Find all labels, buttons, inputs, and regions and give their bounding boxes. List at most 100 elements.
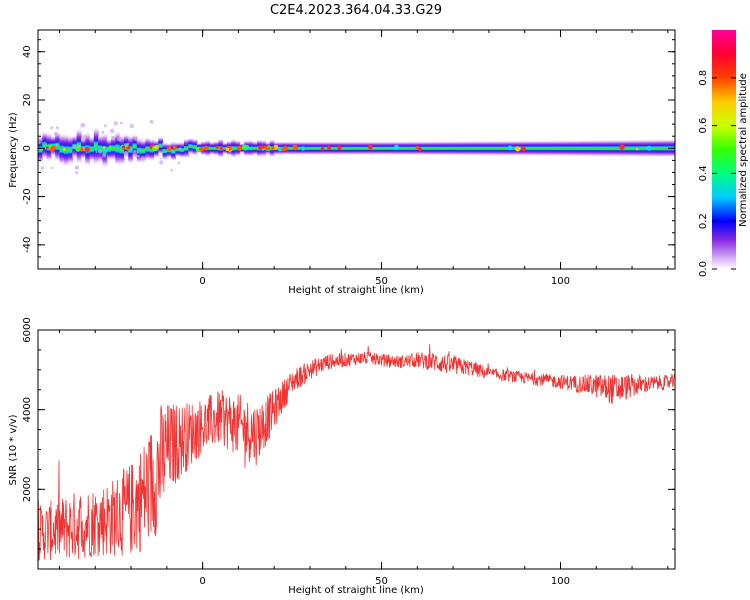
spectrogram-column xyxy=(613,139,619,158)
spectrogram-column xyxy=(540,139,546,157)
spectrogram-column xyxy=(390,140,396,156)
spectrogram-column xyxy=(596,139,602,158)
spectrogram-column xyxy=(252,140,258,156)
spectrogram-column xyxy=(433,140,438,156)
spectrogram-column xyxy=(561,139,567,157)
spectrogram-column xyxy=(454,140,460,157)
spectrogram-frame xyxy=(37,29,676,270)
spectrogram-outlier xyxy=(95,150,98,154)
spectrogram-peak xyxy=(154,145,159,150)
spectrogram-column xyxy=(441,140,447,156)
spectrogram-column xyxy=(334,141,340,156)
spectrogram-ytick-label: 0 xyxy=(22,145,33,151)
spectrogram-column xyxy=(531,140,537,157)
spectrogram-column xyxy=(467,140,473,157)
spectrogram-column xyxy=(553,139,559,157)
spectrogram-xtick-label: 0 xyxy=(199,276,205,287)
spectrogram-column xyxy=(664,138,670,158)
spectrogram-column xyxy=(643,138,649,158)
spectrogram-outlier xyxy=(50,166,54,170)
colorbar-tick-label: 0.6 xyxy=(698,118,709,134)
colorbar: 0.0 0.2 0.4 0.6 0.8 Normalized spectral ampl… xyxy=(698,30,749,277)
snr-xtick-label: 0 xyxy=(199,576,205,587)
spectrogram-column xyxy=(527,140,533,157)
spectrogram-column xyxy=(98,133,104,164)
spectrogram-outlier xyxy=(80,122,86,128)
spectrogram-column xyxy=(188,137,194,156)
spectrogram-column xyxy=(355,141,361,156)
spectrogram-peak xyxy=(166,146,172,151)
spectrogram-column xyxy=(248,139,254,158)
spectrogram-column xyxy=(158,135,164,156)
spectrogram-column xyxy=(287,141,292,156)
spectrogram-column xyxy=(312,141,318,156)
spectrogram-peak xyxy=(215,145,219,149)
spectrogram-column xyxy=(55,130,61,163)
spectrogram-peak xyxy=(203,145,209,151)
spectrogram-peak xyxy=(102,146,106,149)
spectrogram-column xyxy=(463,140,469,157)
spectrogram-ytick-label: 20 xyxy=(22,94,33,107)
spectrogram-peak xyxy=(271,146,275,150)
spectrogram-outlier xyxy=(55,143,58,146)
spectrogram-peak xyxy=(127,145,131,149)
spectrogram-outlier xyxy=(113,121,118,126)
spectrogram-outlier xyxy=(53,131,58,137)
spectrogram-peak xyxy=(108,145,113,150)
spectrogram-column xyxy=(639,139,645,158)
spectrogram-outlier xyxy=(102,153,107,158)
spectrogram-column xyxy=(136,137,142,164)
spectrogram-outlier xyxy=(118,136,122,140)
spectrogram-column xyxy=(536,140,542,157)
colorbar-tick-label: 0.0 xyxy=(698,261,709,277)
spectrogram-peak xyxy=(75,146,81,152)
spectrogram-outlier xyxy=(140,156,146,161)
spectrogram-outlier xyxy=(159,160,164,165)
spectrogram-outlier xyxy=(177,161,181,165)
spectrogram-column xyxy=(549,139,554,157)
spectrogram-column xyxy=(347,141,353,156)
spectrogram-column xyxy=(450,140,456,156)
spectrogram-column xyxy=(570,139,576,157)
spectrogram-column xyxy=(119,134,125,166)
spectrogram-column xyxy=(179,141,185,159)
colorbar-gradient xyxy=(712,30,736,269)
spectrogram-column xyxy=(132,133,138,159)
snr-xtick-label: 50 xyxy=(375,576,388,587)
spectrogram-peak xyxy=(337,145,342,150)
spectrogram-column xyxy=(437,140,443,156)
spectrogram-outlier xyxy=(119,121,123,125)
spectrogram-column xyxy=(111,135,116,162)
spectrogram-ytick-label: -40 xyxy=(22,237,33,253)
snr-series-line xyxy=(38,343,675,561)
colorbar-label: Normalized spectral amplitude xyxy=(738,73,749,227)
spectrogram-peak xyxy=(121,145,126,149)
spectrogram-column xyxy=(222,141,228,155)
snr-panel: 0 50 100 6000 4000 2000 Height of straight li… xyxy=(8,317,676,596)
spectrogram-peak xyxy=(507,145,513,151)
colorbar-tick-label: 0.8 xyxy=(698,70,709,86)
colorbar-tick-label: 0.4 xyxy=(698,165,709,181)
spectrogram-peak xyxy=(367,144,373,150)
spectrogram-column xyxy=(424,140,430,156)
snr-ticks: 0 50 100 6000 4000 2000 xyxy=(22,317,675,587)
spectrogram-column xyxy=(579,139,584,157)
spectrogram-outlier xyxy=(149,119,154,124)
spectrogram-column xyxy=(591,139,597,158)
spectrogram-column xyxy=(407,140,413,156)
spectrogram-outlier xyxy=(109,128,115,134)
spectrogram-column xyxy=(184,137,189,160)
spectrogram-column xyxy=(557,139,563,157)
spectrogram-peak xyxy=(225,147,229,152)
spectrogram-column xyxy=(59,132,65,166)
spectrogram-column xyxy=(484,140,490,157)
snr-xlabel: Height of straight line (km) xyxy=(288,585,424,596)
spectrogram-peak xyxy=(273,144,279,150)
spectrogram-peak xyxy=(415,146,419,150)
spectrogram-peak xyxy=(320,146,325,151)
spectrogram-column xyxy=(493,140,499,157)
spectrogram-ticks: 0 50 100 40 20 0 -20 -40 xyxy=(22,30,675,287)
spectrogram-column xyxy=(171,140,177,162)
spectrogram-column xyxy=(381,141,387,156)
